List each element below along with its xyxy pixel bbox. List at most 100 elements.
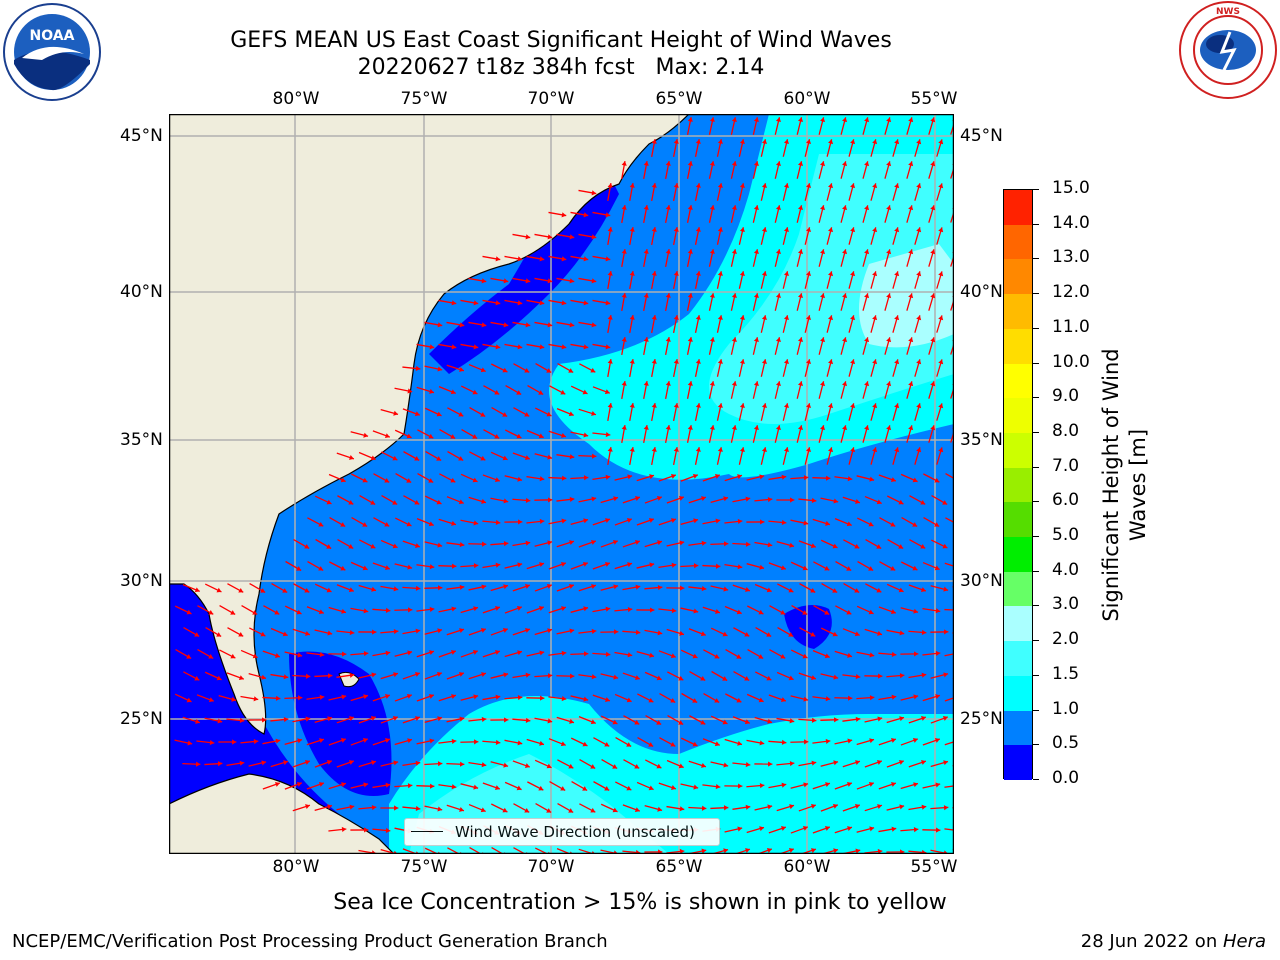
- wind-arrow-head: [673, 183, 679, 188]
- wind-arrow-head: [701, 805, 707, 811]
- wind-arrow-head: [283, 674, 289, 680]
- wind-arrow-head: [775, 425, 781, 431]
- wind-arrow-head: [408, 607, 413, 613]
- colorbar-tick-label: 8.0: [1052, 420, 1080, 441]
- colorbar-tick-label: 15.0: [1052, 178, 1090, 198]
- wind-arrow-head: [783, 139, 789, 145]
- wind-arrow-head: [473, 606, 479, 612]
- wind-arrow-head: [833, 717, 839, 723]
- wind-arrow-head: [657, 585, 663, 591]
- wind-arrow-head: [709, 293, 715, 298]
- wind-arrow-head: [847, 695, 853, 701]
- wind-arrow-head: [547, 234, 553, 240]
- wind-arrow-head: [737, 740, 743, 746]
- colorbar-tick-label: 1.0: [1052, 698, 1080, 719]
- wind-arrow-head: [458, 456, 464, 461]
- wind-arrow-head: [407, 388, 413, 394]
- wind-arrow-head: [643, 161, 649, 166]
- wind-arrow-head: [738, 783, 743, 789]
- wind-arrow-head: [517, 344, 523, 350]
- wind-arrow-head: [864, 293, 870, 299]
- wind-arrow-head: [753, 337, 759, 342]
- wind-arrow-head: [736, 609, 742, 615]
- wind-arrow-head: [687, 161, 693, 166]
- wind-arrow-head: [415, 585, 421, 591]
- wind-arrow-head: [788, 587, 794, 593]
- ocean-field-0to0p5-patch: [784, 605, 832, 649]
- wind-arrow-head: [789, 760, 795, 767]
- wind-arrow-head: [781, 474, 787, 480]
- wind-arrow-head: [687, 425, 693, 430]
- wind-arrow-head: [673, 447, 679, 452]
- wind-arrow-head: [648, 697, 654, 703]
- colorbar-title-line1: Significant Height of Wind: [1099, 348, 1123, 622]
- wind-arrow-head: [670, 653, 676, 659]
- lon-label-bottom: 75°W: [400, 857, 448, 877]
- wind-arrow-head: [803, 520, 809, 526]
- wind-arrow-head: [517, 562, 523, 568]
- wind-arrow-head: [745, 587, 750, 592]
- wind-arrow-head: [568, 808, 574, 813]
- wind-arrow-head: [665, 293, 671, 298]
- wind-arrow-head: [854, 543, 860, 549]
- wind-arrow-head: [783, 403, 789, 409]
- wind-arrow-head: [370, 500, 376, 505]
- wind-arrow-head: [607, 183, 613, 188]
- wind-arrow-head: [820, 425, 826, 431]
- wind-arrow-head: [648, 742, 654, 747]
- wind-arrow-head: [695, 359, 701, 364]
- wind-arrow-head: [626, 785, 632, 791]
- wind-arrow-head: [282, 631, 288, 637]
- wind-arrow-head: [494, 650, 500, 655]
- wind-arrow-head: [920, 500, 926, 505]
- lon-label-bottom: 60°W: [783, 857, 831, 877]
- wind-arrow-head: [525, 717, 531, 723]
- wind-arrow-head: [739, 271, 745, 276]
- colorbar-tick-mark: [1033, 431, 1039, 433]
- wind-arrow-head: [629, 403, 635, 408]
- colorbar-tick-mark: [1033, 189, 1039, 190]
- wind-arrow-head: [650, 607, 655, 613]
- wind-arrow-head: [547, 673, 553, 679]
- wind-arrow-head: [717, 139, 723, 144]
- wind-arrow-head: [797, 249, 803, 255]
- wind-arrow-head: [920, 544, 926, 549]
- wind-arrow-head: [481, 762, 487, 768]
- noaa-logo-text: NOAA: [30, 28, 75, 44]
- wind-arrow-head: [362, 477, 368, 483]
- wind-arrow-head: [824, 610, 830, 615]
- wind-arrow-head: [569, 540, 574, 546]
- wind-arrow-head: [854, 588, 860, 593]
- colorbar-segment: [1004, 710, 1032, 746]
- wind-arrow-head: [758, 697, 764, 703]
- colorbar-tick-mark: [1033, 501, 1039, 503]
- wind-arrow-head: [186, 697, 192, 703]
- wind-arrow-head: [908, 425, 914, 431]
- wind-arrow-head: [297, 738, 303, 744]
- wind-arrow-head: [436, 671, 442, 677]
- land-us-east-coast: [169, 114, 690, 735]
- wind-arrow-head: [753, 425, 759, 430]
- wind-arrow-head: [886, 293, 892, 299]
- wind-arrow-head: [775, 205, 781, 211]
- wind-arrow-head: [547, 628, 553, 634]
- wind-arrow-head: [908, 293, 914, 299]
- wind-arrow-head: [766, 675, 772, 681]
- wind-arrow-head: [745, 541, 751, 547]
- wind-arrow-head: [679, 806, 685, 812]
- wind-arrow-head: [393, 760, 399, 766]
- wind-arrow-head: [538, 785, 544, 791]
- wind-arrow-head: [810, 631, 816, 637]
- wind-arrow-head: [516, 390, 522, 395]
- wind-arrow-head: [767, 804, 773, 810]
- wind-arrow-head: [806, 227, 812, 233]
- wind-arrow-head: [714, 698, 720, 703]
- wind-arrow-head: [825, 696, 831, 702]
- colorbar-tick-mark: [1033, 709, 1039, 711]
- wind-arrow-head: [715, 784, 721, 790]
- wind-arrow-head: [886, 117, 892, 123]
- wind-arrow-head: [561, 650, 567, 656]
- wind-arrow-head: [723, 586, 729, 592]
- wind-arrow-head: [480, 807, 486, 813]
- wind-arrow-head: [761, 139, 767, 144]
